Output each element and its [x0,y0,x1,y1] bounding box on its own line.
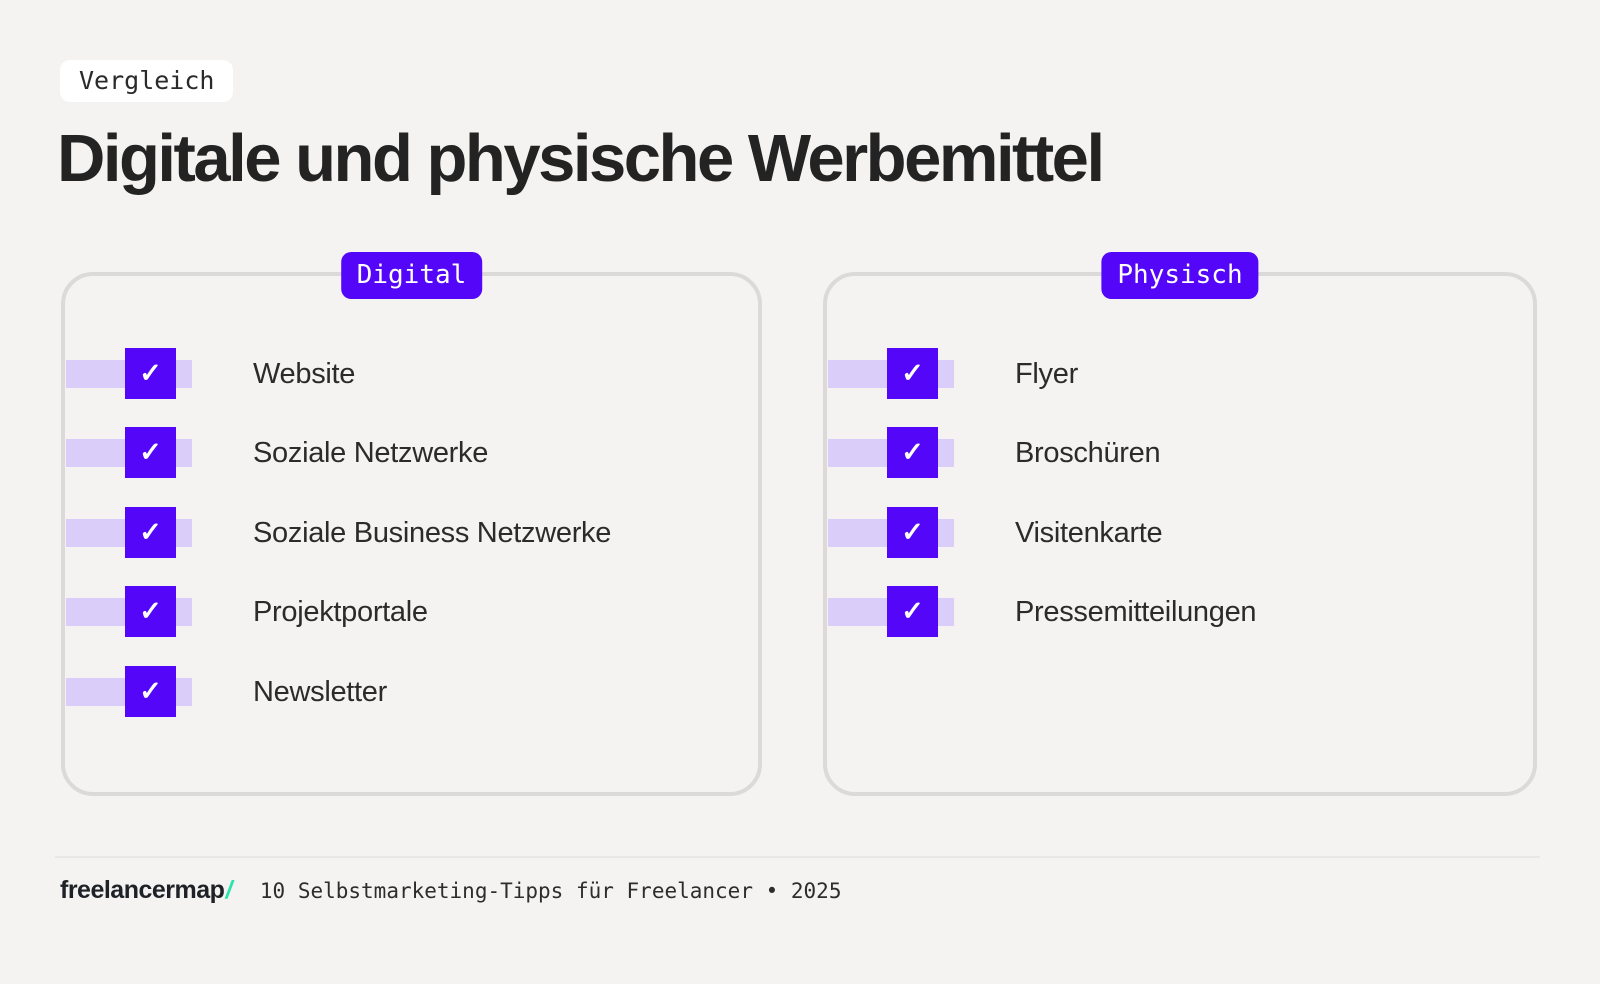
checklist-item-label: Soziale Business Netzwerke [253,517,612,549]
footer: freelancermap/ 10 Selbstmarketing-Tipps … [60,876,841,905]
physisch-card: Physisch ✓ Flyer ✓ Broschüren ✓ Visitenk… [823,252,1537,796]
digital-card-badge: Digital [340,252,483,299]
checklist-item: ✓ Projektportale [65,586,758,638]
footer-caption: 10 Selbstmarketing-Tipps für Freelancer … [259,879,842,903]
checkbox-checked-icon: ✓ [125,427,176,478]
checkbox-checked-icon: ✓ [887,427,938,478]
checklist-item: ✓ Soziale Business Netzwerke [65,507,758,559]
vergleich-tag: Vergleich [60,60,234,102]
checkbox-checked-icon: ✓ [887,586,938,637]
checklist-item: ✓ Broschüren [827,427,1533,479]
footer-divider [55,856,1540,858]
checklist-item: ✓ Pressemitteilungen [827,586,1533,638]
checkbox-checked-icon: ✓ [887,507,938,558]
checklist-item-label: Projektportale [253,596,428,628]
checklist-item: ✓ Newsletter [65,666,758,718]
digital-card: Digital ✓ Website ✓ Soziale Netzwerke ✓ … [61,252,762,796]
checklist-item: ✓ Website [65,348,758,400]
checklist-item-label: Flyer [1015,358,1078,390]
checklist-item-label: Soziale Netzwerke [253,437,489,469]
checkbox-checked-icon: ✓ [125,348,176,399]
checklist-item-label: Visitenkarte [1015,517,1163,549]
page-title: Digitale und physische Werbemittel [57,121,1105,196]
checklist-item: ✓ Visitenkarte [827,507,1533,559]
logo-slash: / [225,876,232,904]
checkbox-checked-icon: ✓ [125,666,176,717]
checklist-item: ✓ Soziale Netzwerke [65,427,758,479]
checklist-item-label: Newsletter [253,676,387,708]
checklist-item: ✓ Flyer [827,348,1533,400]
checkbox-checked-icon: ✓ [125,586,176,637]
checklist-item-label: Pressemitteilungen [1015,596,1257,628]
freelancermap-logo: freelancermap/ [60,876,232,905]
physisch-card-badge: Physisch [1101,252,1259,299]
logo-text: freelancermap [60,876,225,904]
checkbox-checked-icon: ✓ [125,507,176,558]
checklist-item-label: Website [253,358,356,390]
checkbox-checked-icon: ✓ [887,348,938,399]
checklist-item-label: Broschüren [1015,437,1161,469]
